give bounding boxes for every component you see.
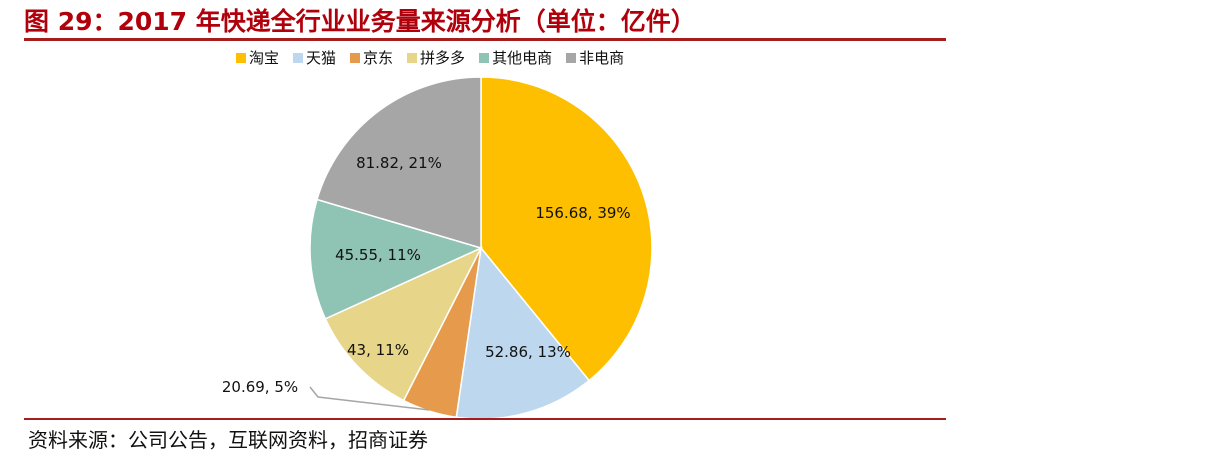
legend-swatch-other-ecommerce xyxy=(479,52,490,63)
legend-swatch-non-ecommerce xyxy=(566,52,577,63)
data-label-taobao: 156.68, 39% xyxy=(535,204,630,222)
legend-label-pinduoduo: 拼多多 xyxy=(420,49,466,67)
data-label-tmall: 52.86, 13% xyxy=(485,343,571,361)
source-rule xyxy=(24,418,946,420)
pie-slice-non-ecommerce xyxy=(316,76,482,250)
legend-item-other-ecommerce: 其他电商 xyxy=(479,47,552,68)
pie-slice-other-ecommerce xyxy=(309,198,484,320)
pie-slice-pinduoduo xyxy=(324,246,483,402)
legend-swatch-pinduoduo xyxy=(407,52,418,63)
legend-label-other-ecommerce: 其他电商 xyxy=(492,49,553,67)
legend-label-tmall: 天猫 xyxy=(306,49,337,67)
source-note: 资料来源：公司公告，互联网资料，招商证券 xyxy=(28,428,428,452)
leader-line-jd xyxy=(309,386,430,411)
legend-label-non-ecommerce: 非电商 xyxy=(579,49,625,67)
legend-label-taobao: 淘宝 xyxy=(249,49,280,67)
legend-item-jd: 京东 xyxy=(350,47,393,68)
legend-item-taobao: 淘宝 xyxy=(236,47,279,68)
data-label-non-ecommerce: 81.82, 21% xyxy=(356,154,442,172)
data-label-other-ecommerce: 45.55, 11% xyxy=(335,246,421,264)
legend-swatch-jd xyxy=(350,52,361,63)
title-underline xyxy=(24,38,946,41)
chart-legend: 淘宝 天猫 京东 拼多多 其他电商 非电商 xyxy=(236,47,624,68)
legend-item-pinduoduo: 拼多多 xyxy=(407,47,465,68)
legend-swatch-taobao xyxy=(236,52,246,63)
legend-swatch-tmall xyxy=(293,52,304,63)
data-label-pinduoduo: 43, 11% xyxy=(347,341,409,359)
data-label-jd: 20.69, 5% xyxy=(222,378,298,396)
legend-label-jd: 京东 xyxy=(363,49,394,67)
legend-item-tmall: 天猫 xyxy=(293,47,336,68)
chart-title: 图 29：2017 年快递全行业业务量来源分析（单位：亿件） xyxy=(24,7,696,36)
legend-item-non-ecommerce: 非电商 xyxy=(566,47,624,68)
pie-slice-taobao xyxy=(480,76,653,382)
